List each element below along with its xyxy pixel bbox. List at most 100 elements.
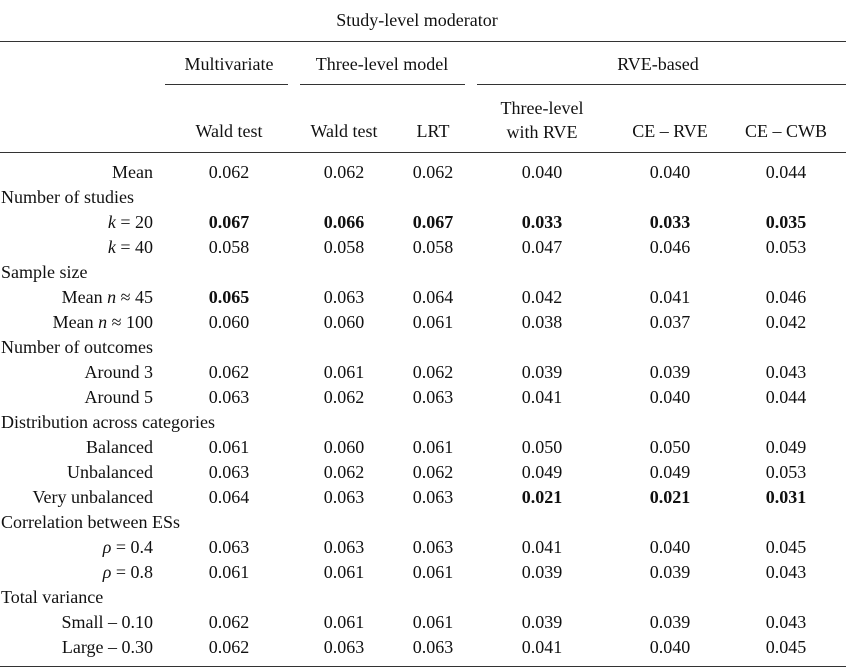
group-header-three-level: Three-level model — [315, 54, 449, 74]
table-cell: 0.061 — [323, 612, 365, 632]
table-cell: 0.050 — [521, 437, 563, 457]
table-cell: 0.047 — [521, 237, 563, 257]
table-cell: 0.046 — [765, 287, 807, 307]
table-cell: 0.060 — [323, 437, 365, 457]
section-heading: Total variance — [1, 587, 104, 607]
row-label: Mean n ≈ 45 — [61, 287, 153, 307]
table-cell: 0.062 — [208, 637, 250, 657]
section-heading: Number of outcomes — [1, 337, 153, 357]
table-cell: 0.039 — [649, 612, 691, 632]
table-cell: 0.061 — [208, 562, 250, 582]
row-label: Around 3 — [84, 362, 154, 382]
row-label: Very unbalanced — [32, 487, 153, 507]
table-cell: 0.066 — [323, 212, 365, 232]
table-cell: 0.067 — [412, 212, 454, 232]
table-cell: 0.041 — [521, 387, 563, 407]
table-cell: 0.033 — [521, 212, 563, 232]
table-title: Study-level moderator — [336, 10, 498, 30]
table-cell: 0.063 — [208, 537, 250, 557]
section-heading: Sample size — [1, 262, 88, 282]
table-cell: 0.063 — [412, 487, 454, 507]
table-cell: 0.045 — [765, 637, 807, 657]
table-cell: 0.044 — [765, 387, 807, 407]
table-cell: 0.039 — [521, 362, 563, 382]
row-label: Around 5 — [84, 387, 154, 407]
table-cell: 0.062 — [323, 387, 365, 407]
table-cell: 0.063 — [323, 537, 365, 557]
table-cell: 0.062 — [412, 162, 454, 182]
group-header-rve: RVE-based — [617, 54, 699, 74]
table-cell: 0.045 — [765, 537, 807, 557]
section-heading: Distribution across categories — [1, 412, 215, 432]
table-cell: 0.058 — [323, 237, 365, 257]
column-header-ce-cwb: CE – CWB — [744, 121, 828, 141]
table-cell: 0.067 — [208, 212, 250, 232]
table-cell: 0.061 — [323, 562, 365, 582]
row-label: Mean n ≈ 100 — [52, 312, 153, 332]
table-cell: 0.039 — [521, 612, 563, 632]
table-cell: 0.061 — [412, 312, 454, 332]
table-cell: 0.062 — [412, 362, 454, 382]
row-label: Large – 0.30 — [61, 637, 153, 657]
row-label: Unbalanced — [67, 462, 153, 482]
table-cell: 0.049 — [649, 462, 691, 482]
table-cell: 0.039 — [521, 562, 563, 582]
rule-top-header — [0, 41, 846, 42]
table-cell: 0.040 — [649, 387, 691, 407]
table-cell: 0.061 — [412, 612, 454, 632]
row-label: Balanced — [86, 437, 153, 457]
table-cell: 0.041 — [649, 287, 691, 307]
table-cell: 0.062 — [323, 162, 365, 182]
table-cell: 0.063 — [412, 387, 454, 407]
table-cell: 0.062 — [208, 162, 250, 182]
section-heading: Number of studies — [1, 187, 134, 207]
table-cell: 0.037 — [649, 312, 691, 332]
table-cell: 0.043 — [765, 362, 807, 382]
table-cell: 0.042 — [765, 312, 807, 332]
table-cell: 0.053 — [765, 462, 807, 482]
table-cell: 0.031 — [765, 487, 807, 507]
table-cell: 0.021 — [521, 487, 563, 507]
table-cell: 0.041 — [521, 637, 563, 657]
table-cell: 0.061 — [208, 437, 250, 457]
table-cell: 0.049 — [765, 437, 807, 457]
table-cell: 0.061 — [412, 437, 454, 457]
table-cell: 0.039 — [649, 562, 691, 582]
table-cell: 0.038 — [521, 312, 563, 332]
table-cell: 0.058 — [412, 237, 454, 257]
rule-group-three-level — [300, 84, 465, 85]
table-cell: 0.040 — [649, 637, 691, 657]
table-cell: 0.053 — [765, 237, 807, 257]
column-header-ce-rve: CE – RVE — [632, 121, 708, 141]
rule-header-bottom — [0, 152, 846, 153]
table-cell: 0.063 — [412, 537, 454, 557]
row-label: Mean — [112, 162, 153, 182]
table-cell: 0.043 — [765, 562, 807, 582]
rule-table-bottom — [0, 666, 846, 667]
column-header-three-level-rve: Three-level with RVE — [500, 98, 584, 142]
row-label: k = 20 — [107, 212, 153, 232]
table-cell: 0.050 — [649, 437, 691, 457]
table-cell: 0.033 — [649, 212, 691, 232]
rule-group-multivariate — [165, 84, 288, 85]
table-cell: 0.046 — [649, 237, 691, 257]
table-cell: 0.062 — [323, 462, 365, 482]
table-cell: 0.058 — [208, 237, 250, 257]
table-cell: 0.043 — [765, 612, 807, 632]
rule-group-rve — [477, 84, 846, 85]
table-cell: 0.063 — [208, 387, 250, 407]
table-cell: 0.060 — [208, 312, 250, 332]
table-cell: 0.064 — [412, 287, 454, 307]
table-cell: 0.061 — [412, 562, 454, 582]
row-label: Small – 0.10 — [61, 612, 153, 632]
row-label: ρ = 0.8 — [102, 562, 153, 582]
table-cell: 0.065 — [208, 287, 250, 307]
row-label: k = 40 — [107, 237, 153, 257]
table-cell: 0.041 — [521, 537, 563, 557]
table-cell: 0.061 — [323, 362, 365, 382]
group-header-multivariate: Multivariate — [184, 54, 274, 74]
column-header-wald-multivariate: Wald test — [195, 121, 263, 141]
table-cell: 0.040 — [649, 537, 691, 557]
table-cell: 0.064 — [208, 487, 250, 507]
table-cell: 0.021 — [649, 487, 691, 507]
